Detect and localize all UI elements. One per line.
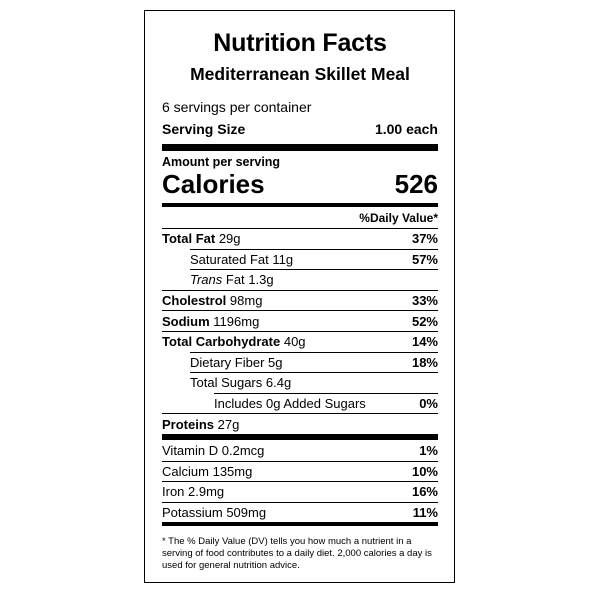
- nutrient-row-dietary-fiber: Dietary Fiber 5g 18%: [190, 351, 438, 373]
- nutrient-label: Cholestrol 98mg: [162, 293, 262, 308]
- vitamin-amount: 509mg: [226, 505, 267, 521]
- nutrient-name: Total Fat: [162, 231, 216, 247]
- nutrient-amount: 98mg: [229, 293, 263, 309]
- nutrient-label: Total Carbohydrate 40g: [162, 334, 306, 349]
- nutrient-label: Includes 0g Added Sugars: [214, 396, 366, 411]
- nutrient-amount: 40g: [283, 334, 306, 350]
- vitamin-dv: 10%: [411, 463, 438, 479]
- nutrient-name: Total Carbohydrate: [162, 334, 281, 350]
- thick-divider-vitamins: [162, 433, 438, 440]
- nutrient-row-sodium: Sodium 1196mg 52%: [162, 310, 438, 331]
- nutrient-label: Total Sugars 6.4g: [190, 375, 291, 390]
- nutrient-label: Proteins 27g: [162, 417, 239, 432]
- nutrient-name: Cholestrol: [162, 293, 227, 309]
- nutrient-amount: 29g: [218, 231, 241, 247]
- nutrient-dv: 18%: [411, 354, 438, 370]
- servings-per-container: 6 servings per container: [162, 99, 312, 115]
- vitamin-row-potassium: Potassium 509mg 11%: [162, 501, 438, 523]
- nutrient-name-italic: Trans: [190, 272, 223, 288]
- nutrient-amount: 27g: [217, 416, 240, 432]
- panel-content: Nutrition Facts Mediterranean Skillet Me…: [162, 11, 438, 572]
- nutrient-row-saturated-fat: Saturated Fat 11g 57%: [190, 248, 438, 270]
- vitamin-label: Calcium 135mg: [162, 464, 252, 479]
- daily-value-footnote: * The % Daily Value (DV) tells you how m…: [162, 536, 432, 572]
- vitamin-name: Iron: [162, 484, 185, 500]
- vitamin-row-calcium: Calcium 135mg 10%: [162, 460, 438, 482]
- nutrient-dv: 33%: [411, 293, 438, 309]
- vitamin-row-vitamin-d: Vitamin D 0.2mcg 1%: [162, 440, 438, 461]
- vitamin-amount: 135mg: [212, 463, 253, 479]
- serving-size-value: 1.00 each: [374, 121, 438, 137]
- nutrient-amount: 11g: [272, 251, 294, 267]
- nutrient-dv: 14%: [411, 334, 438, 350]
- nutrient-dv: 57%: [411, 251, 438, 267]
- nutrient-name: Fat: [225, 272, 245, 288]
- nutrient-amount: 1196mg: [213, 313, 260, 329]
- nutrient-row-trans-fat: Trans Fat 1.3g: [190, 269, 438, 290]
- nutrient-dv: 37%: [411, 231, 438, 247]
- nutrient-name: Saturated Fat: [190, 251, 269, 267]
- vitamin-row-iron: Iron 2.9mg 16%: [162, 481, 438, 502]
- nutrient-amount: 5g: [268, 354, 283, 370]
- nutrition-facts-panel: Nutrition Facts Mediterranean Skillet Me…: [144, 10, 455, 583]
- footnote-divider: [162, 522, 438, 527]
- nutrient-amount: 6.4g: [265, 375, 292, 391]
- thick-divider: [162, 144, 438, 151]
- nutrient-row-total-carbohydrate: Total Carbohydrate 40g 14%: [162, 330, 438, 352]
- calories-label: Calories: [162, 169, 265, 199]
- vitamin-label: Potassium 509mg: [162, 505, 266, 520]
- vitamin-name: Potassium: [162, 505, 223, 521]
- nutrient-row-proteins: Proteins 27g: [162, 413, 438, 434]
- vitamin-label: Vitamin D 0.2mcg: [162, 443, 264, 458]
- serving-size-row: Serving Size 1.00 each: [162, 121, 438, 144]
- nutrient-name: Total Sugars: [190, 375, 263, 391]
- nutrient-name: Proteins: [162, 416, 215, 432]
- nutrient-name: Includes 0g Added Sugars: [214, 396, 366, 412]
- nutrient-label: Total Fat 29g: [162, 231, 241, 246]
- nutrient-label: Sodium 1196mg: [162, 314, 259, 329]
- calories-value: 526: [394, 169, 438, 199]
- nutrient-row-added-sugars: Includes 0g Added Sugars 0%: [214, 392, 438, 414]
- nutrient-row-total-sugars: Total Sugars 6.4g: [190, 372, 438, 393]
- nutrient-label: Saturated Fat 11g: [190, 252, 293, 267]
- vitamin-amount: 2.9mg: [188, 484, 225, 500]
- calories-row: Calories 526: [162, 170, 438, 203]
- nutrient-amount: 1.3g: [248, 272, 274, 288]
- amount-per-serving: Amount per serving: [162, 155, 281, 169]
- vitamin-name: Calcium: [162, 463, 209, 479]
- serving-size-label: Serving Size: [162, 121, 246, 137]
- vitamins-section: Vitamin D 0.2mcg 1% Calcium 135mg 10% Ir…: [162, 440, 438, 522]
- vitamin-dv: 1%: [419, 442, 438, 458]
- nutrient-row-cholestrol: Cholestrol 98mg 33%: [162, 289, 438, 311]
- vitamin-dv: 11%: [412, 505, 438, 521]
- medium-divider: [162, 203, 438, 207]
- daily-value-header: %Daily Value*: [359, 211, 438, 225]
- nutrient-label: Dietary Fiber 5g: [190, 355, 283, 370]
- product-name: Mediterranean Skillet Meal: [190, 64, 410, 84]
- nutrient-name: Sodium: [162, 313, 210, 329]
- label-title: Nutrition Facts: [213, 29, 387, 57]
- nutrient-name: Dietary Fiber: [190, 354, 265, 370]
- nutrient-dv: 0%: [419, 396, 438, 412]
- vitamin-dv: 16%: [411, 484, 438, 500]
- vitamin-name: Vitamin D: [162, 442, 219, 458]
- vitamin-amount: 0.2mcg: [221, 442, 265, 458]
- nutrient-row-total-fat: Total Fat 29g 37%: [162, 228, 438, 249]
- nutrient-dv: 52%: [411, 313, 438, 329]
- nutrient-label: Trans Fat 1.3g: [190, 272, 274, 287]
- vitamin-label: Iron 2.9mg: [162, 484, 224, 499]
